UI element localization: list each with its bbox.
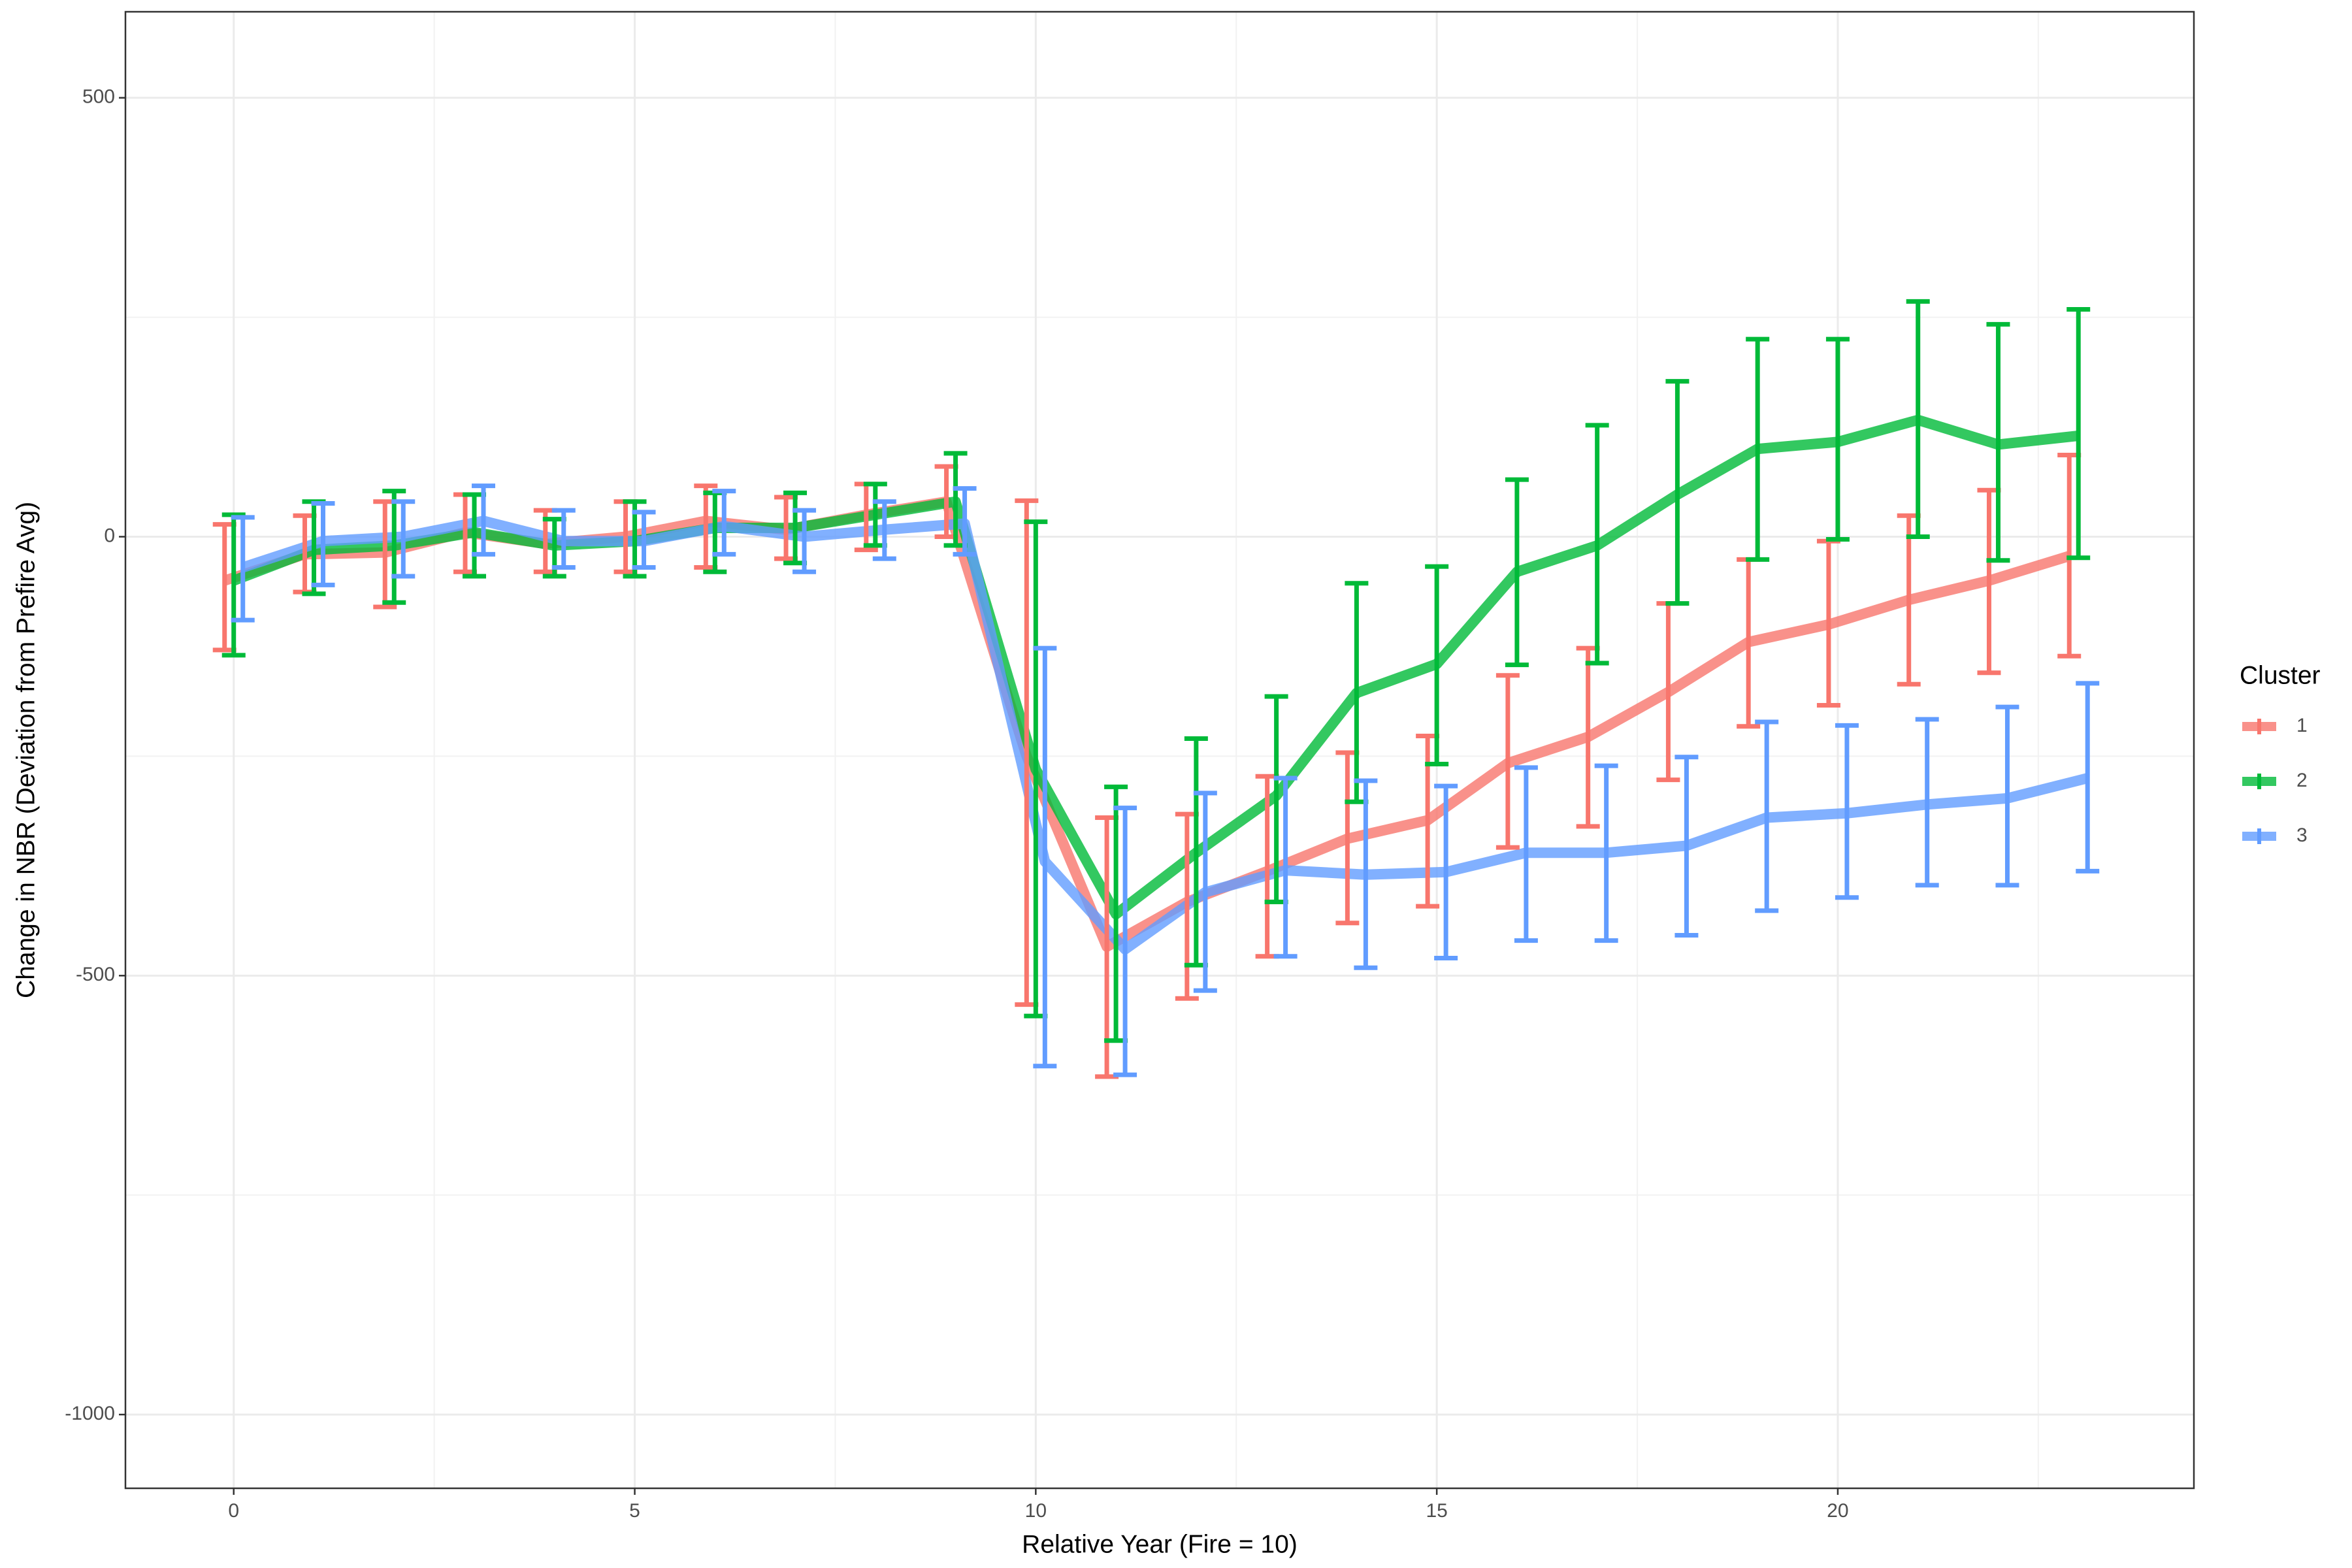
x-tick-label: 15: [1426, 1500, 1447, 1522]
error-bar: [953, 486, 977, 557]
error-bar: [1915, 717, 1939, 888]
error-bar: [1033, 645, 1057, 1069]
error-bar: [1434, 783, 1458, 960]
error-bar: [1354, 778, 1378, 970]
grid: [125, 12, 2194, 1488]
legend: Cluster 1 2 3: [2240, 661, 2321, 846]
x-tick-label: 10: [1025, 1500, 1047, 1522]
error-bar: [792, 508, 817, 574]
error-bar: [1835, 723, 1859, 900]
error-bar: [1273, 776, 1298, 959]
x-tick-label: 5: [629, 1500, 640, 1522]
error-bar: [391, 499, 416, 579]
error-bar: [1906, 299, 1930, 539]
error-bar: [1746, 336, 1770, 562]
error-bar: [712, 489, 736, 557]
legend-label: 3: [2296, 825, 2308, 846]
error-bar: [311, 500, 335, 587]
error-bar: [632, 510, 656, 570]
y-tick-label: -500: [76, 964, 115, 985]
x-tick-label: 0: [228, 1500, 239, 1522]
y-tick-label: 0: [104, 525, 115, 546]
error-bar: [1505, 477, 1529, 668]
error-bar: [1113, 806, 1137, 1077]
error-bar: [1495, 673, 1520, 850]
error-bar: [551, 508, 576, 570]
y-tick-label: 500: [82, 86, 115, 108]
error-bar: [1514, 765, 1538, 943]
error-bar: [2076, 681, 2100, 874]
y-axis-title: Change in NBR (Deviation from Prefire Av…: [12, 502, 40, 998]
error-bar: [221, 512, 246, 658]
y-tick-label: -1000: [65, 1403, 115, 1424]
error-bar: [1986, 321, 2010, 563]
error-bar: [1585, 423, 1609, 666]
error-bar: [472, 483, 496, 557]
error-bar: [382, 489, 406, 605]
error-bar: [1755, 719, 1779, 913]
x-axis-title: Relative Year (Fire = 10): [1022, 1530, 1298, 1558]
error-bar: [2066, 306, 2091, 561]
legend-label: 2: [2296, 770, 2308, 791]
error-bar: [231, 515, 255, 623]
series-line: [241, 515, 2089, 955]
error-bar: [1825, 336, 1850, 542]
legend-label: 1: [2296, 715, 2308, 736]
error-bar: [1674, 755, 1699, 938]
error-bar: [1594, 763, 1618, 943]
plot-marks: [212, 299, 2100, 1079]
series-line: [231, 414, 2080, 920]
panel-border: [124, 10, 2195, 1490]
x-tick-label: 20: [1827, 1500, 1848, 1522]
error-bar: [1665, 379, 1690, 606]
legend-title: Cluster: [2240, 661, 2321, 689]
error-bar: [1995, 704, 2019, 888]
error-bar: [872, 499, 896, 561]
error-bar: [1193, 791, 1217, 993]
error-bar: [1425, 564, 1449, 766]
